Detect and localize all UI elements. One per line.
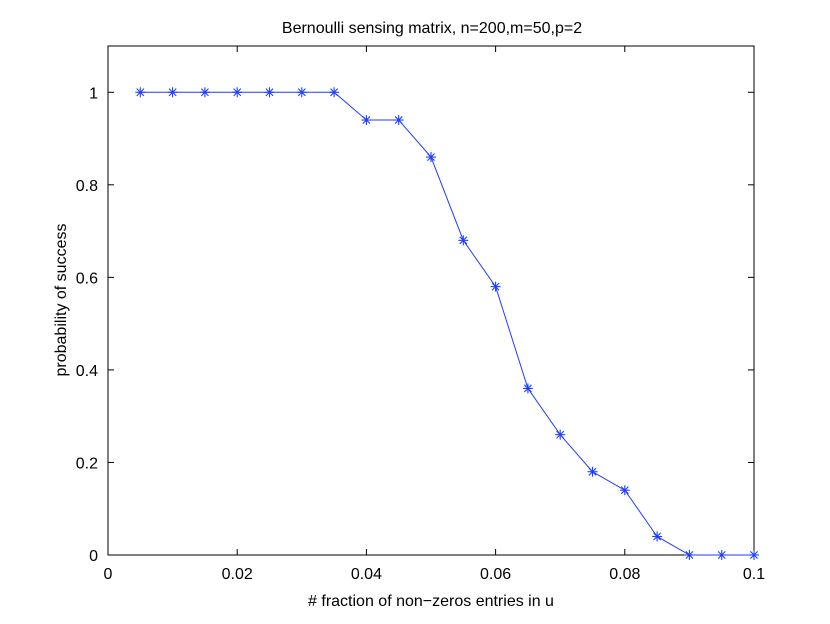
chart-title: Bernoulli sensing matrix, n=200,m=50,p=2 [282,20,582,37]
y-tick-label: 0.4 [76,363,98,380]
data-point [199,87,210,98]
x-tick-label: 0.06 [480,566,511,583]
data-point [167,87,178,98]
data-point [329,87,340,98]
data-point [426,152,436,163]
data-point [749,550,759,560]
data-point [716,550,727,560]
axis-tick-labels: 0 0.02 0.04 0.06 0.08 0.1 0 0.2 0.4 0.6 0.8 1 [76,85,765,583]
x-tick-label: 0.08 [609,566,640,583]
data-point [296,87,307,98]
x-axis-label: # fraction of non−zeros entries in u [308,593,554,610]
data-point [555,429,566,440]
data-point [619,485,630,496]
data-point [393,115,404,126]
data-point [490,281,501,292]
data-point [652,531,663,542]
y-axis-label: probability of success [53,224,70,377]
data-point [587,466,598,477]
y-tick-label: 0.2 [76,455,98,472]
y-tick-label: 1 [89,85,98,102]
y-tick-label: 0 [89,548,98,565]
x-tick-label: 0.1 [743,566,765,583]
data-point [522,383,533,394]
data-point [135,87,146,98]
data-point [458,235,469,246]
plot-area-frame [107,45,755,556]
x-tick-label: 0.02 [222,566,253,583]
x-tick-label: 0.04 [351,566,382,583]
series-line [140,91,754,556]
data-point [361,115,372,126]
x-tick-label: 0 [104,566,113,583]
data-point [232,87,243,98]
data-point [264,87,275,98]
y-tick-label: 0.8 [76,178,98,195]
y-tick-label: 0.6 [76,270,98,287]
series-group [135,87,759,560]
data-point [684,550,695,560]
